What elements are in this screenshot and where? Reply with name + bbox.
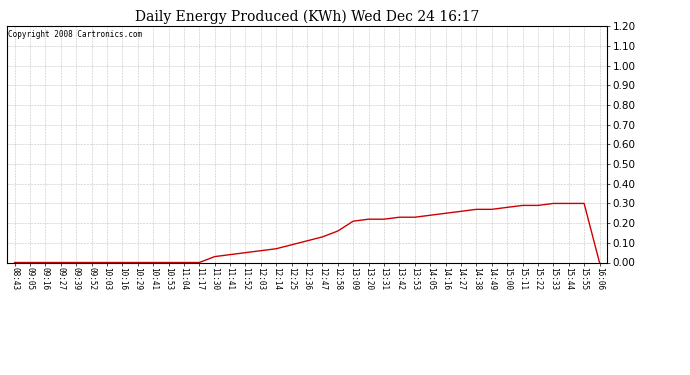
Text: Copyright 2008 Cartronics.com: Copyright 2008 Cartronics.com [8,30,142,39]
Title: Daily Energy Produced (KWh) Wed Dec 24 16:17: Daily Energy Produced (KWh) Wed Dec 24 1… [135,9,480,24]
